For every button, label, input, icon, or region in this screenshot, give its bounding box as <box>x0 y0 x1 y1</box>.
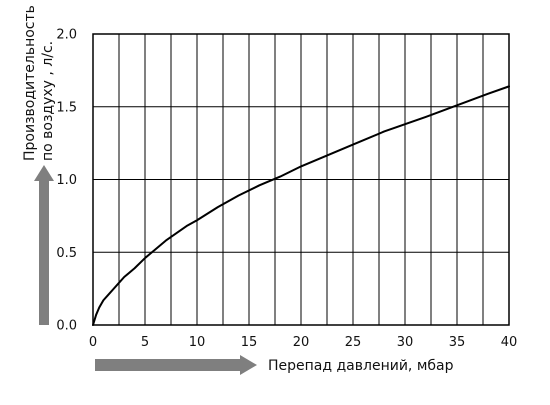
x-tick-label: 5 <box>141 335 149 350</box>
y-tick-label: 1.0 <box>56 173 77 188</box>
y-tick-label: 0.0 <box>56 319 77 334</box>
series-line <box>92 85 510 326</box>
x-tick-label: 40 <box>501 335 518 350</box>
series-layer <box>92 85 510 326</box>
x-tick-label: 0 <box>89 335 97 350</box>
x-tick-label: 15 <box>241 335 258 350</box>
tick-layer: 0 5 10 15 20 25 30 35 40 0.0 0.5 1.0 1.5 2.0 <box>56 28 517 351</box>
x-axis-arrow <box>95 355 257 375</box>
x-axis-label: Перепад давлений, мбар <box>268 358 454 374</box>
x-tick-label: 25 <box>345 335 362 350</box>
y-tick-label: 1.5 <box>56 100 77 115</box>
y-axis-label-line-2: по воздуху , л/с. <box>40 41 56 161</box>
y-axis-label-line-1: Производительность <box>22 5 38 161</box>
grid-layer <box>92 33 510 326</box>
x-tick-label: 35 <box>449 335 466 350</box>
x-tick-label: 10 <box>189 335 206 350</box>
y-tick-label: 2.0 <box>56 28 77 43</box>
plot-frame <box>92 33 510 326</box>
y-tick-label: 0.5 <box>56 246 77 261</box>
decor-layer <box>34 165 257 375</box>
x-tick-label: 30 <box>397 335 414 350</box>
x-tick-label: 20 <box>293 335 310 350</box>
y-axis-arrow <box>34 165 54 325</box>
